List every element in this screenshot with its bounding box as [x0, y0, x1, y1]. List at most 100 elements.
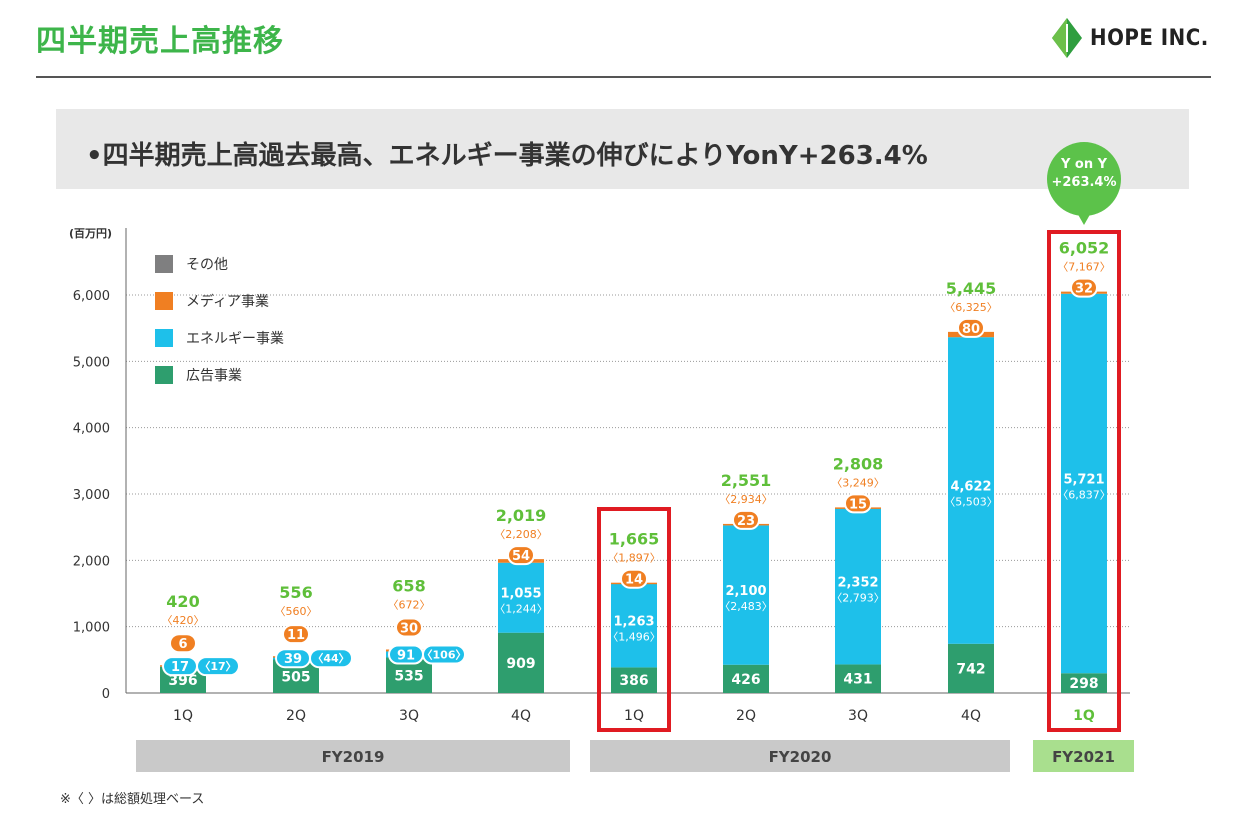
label-ad: 426	[731, 672, 760, 688]
label-media-pill	[844, 493, 872, 514]
label-energy-gross: 〈6,837〉	[1057, 488, 1111, 501]
fiscal-year-band	[1033, 740, 1134, 772]
headline-text: •四半期売上高過去最高、エネルギー事業の伸びによりYonY+263.4%	[86, 141, 928, 171]
highlight-box	[597, 507, 671, 732]
hope-leaf-icon	[1052, 18, 1082, 58]
label-energy-gross: 〈5,503〉	[944, 495, 998, 508]
label-ad: 742	[956, 661, 985, 677]
label-media: 30	[400, 621, 418, 636]
label-media-pill	[395, 617, 423, 638]
y-tick-label: 2,000	[73, 554, 110, 569]
bar-energy	[1061, 293, 1107, 674]
label-energy-gross-pill	[309, 648, 353, 669]
y-tick-label: 5,000	[73, 355, 110, 370]
bar-ad	[1061, 673, 1107, 693]
yony-bubble-text: Y on Y +263.4%	[1040, 156, 1128, 192]
legend-swatch	[155, 329, 173, 347]
label-energy: 5,721	[1063, 472, 1104, 487]
x-tick-label: 4Q	[511, 708, 531, 724]
label-energy-gross: 〈2,793〉	[831, 591, 885, 604]
label-total: 420	[166, 592, 199, 611]
bar-energy	[498, 562, 544, 633]
x-tick-label: 3Q	[848, 708, 868, 724]
header-divider	[36, 76, 1211, 78]
bar-energy	[723, 525, 769, 665]
fiscal-year-band	[590, 740, 1010, 772]
label-ad: 505	[281, 669, 310, 685]
x-tick-label: 2Q	[736, 708, 756, 724]
label-total-gross: 〈560〉	[275, 605, 318, 618]
legend-label: エネルギー事業	[186, 331, 284, 347]
label-media-pill	[282, 624, 310, 645]
y-tick-label: 0	[102, 687, 110, 702]
x-tick-label: 1Q	[624, 708, 644, 724]
bar-ad	[835, 664, 881, 693]
x-tick-label: 1Q	[173, 708, 193, 724]
legend-label: メディア事業	[186, 293, 269, 310]
label-media: 23	[737, 514, 755, 529]
label-energy-gross: 〈106〉	[422, 648, 467, 661]
label-energy-gross: 〈17〉	[199, 660, 236, 673]
x-tick-label: 1Q	[1073, 708, 1095, 724]
legend-swatch	[155, 366, 173, 384]
label-media-pill	[169, 633, 197, 654]
label-energy: 17	[171, 660, 189, 675]
fiscal-year-band	[136, 740, 570, 772]
label-total: 658	[392, 576, 425, 595]
label-energy: 2,352	[837, 575, 878, 590]
label-total: 556	[279, 583, 312, 602]
label-ad: 298	[1069, 676, 1098, 692]
label-energy-gross: 〈2,483〉	[719, 600, 773, 613]
label-energy-gross-pill	[422, 644, 466, 665]
yony-bubble-line1: Y on Y	[1060, 157, 1108, 172]
bar-energy	[611, 583, 657, 668]
label-total: 2,019	[496, 506, 547, 525]
bar-energy	[835, 508, 881, 665]
label-total-gross: 〈3,249〉	[831, 476, 885, 489]
fiscal-year-label: FY2019	[322, 748, 385, 766]
label-media: 32	[1075, 282, 1093, 297]
label-total: 6,052	[1059, 239, 1110, 258]
label-ad: 535	[394, 668, 423, 684]
label-ad: 396	[168, 673, 197, 689]
bar-ad	[948, 643, 994, 693]
label-total-gross: 〈6,325〉	[944, 301, 998, 314]
label-media-pill	[732, 509, 760, 530]
highlight-box	[1047, 230, 1121, 732]
legend-label: 広告事業	[186, 368, 242, 384]
fiscal-year-label: FY2020	[769, 748, 832, 766]
page-title: 四半期売上高推移	[36, 24, 284, 59]
label-total: 2,551	[721, 471, 772, 490]
fiscal-year-label: FY2021	[1052, 748, 1115, 766]
label-media: 6	[178, 637, 187, 652]
fy-layer: FY2019 FY2020 FY2021	[136, 740, 1134, 772]
label-media: 11	[287, 628, 305, 643]
label-energy: 2,100	[725, 584, 766, 599]
x-tick-label: 4Q	[961, 708, 981, 724]
label-media: 80	[962, 322, 980, 337]
label-total-gross: 〈7,167〉	[1057, 261, 1111, 274]
label-total-gross: 〈1,897〉	[607, 552, 661, 565]
label-ad: 431	[843, 672, 872, 688]
label-total-gross: 〈2,934〉	[719, 493, 773, 506]
label-total-gross: 〈672〉	[388, 598, 431, 611]
bar-ad	[498, 632, 544, 693]
label-energy-gross: 〈1,244〉	[494, 603, 548, 616]
label-energy: 4,622	[950, 479, 991, 494]
label-media-pill	[620, 568, 648, 589]
footnote: ※〈 〉は総額処理ベース	[60, 792, 205, 807]
legend-swatch	[155, 292, 173, 310]
label-media-pill	[1070, 277, 1098, 298]
label-total-gross: 〈420〉	[162, 614, 205, 627]
label-energy: 1,055	[500, 587, 541, 602]
yony-bubble-line2: +263.4%	[1051, 175, 1117, 190]
label-media: 54	[512, 549, 530, 564]
headline-banner	[56, 109, 1189, 189]
label-energy: 91	[397, 648, 415, 663]
label-media: 14	[625, 573, 643, 588]
label-total: 2,808	[833, 454, 884, 473]
label-energy: 39	[284, 652, 302, 667]
y-tick-label: 6,000	[73, 289, 110, 304]
